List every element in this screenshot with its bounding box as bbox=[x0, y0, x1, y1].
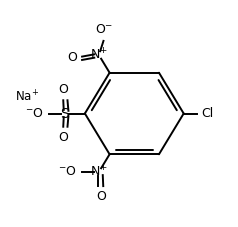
Text: N$^{+}$: N$^{+}$ bbox=[90, 164, 108, 179]
Text: O: O bbox=[58, 131, 68, 144]
Text: O: O bbox=[58, 83, 68, 96]
Text: Cl: Cl bbox=[201, 107, 213, 120]
Text: O$^{-}$: O$^{-}$ bbox=[95, 23, 113, 36]
Text: O: O bbox=[67, 51, 77, 64]
Text: $^{-}$O: $^{-}$O bbox=[25, 107, 44, 120]
Text: S: S bbox=[60, 106, 69, 121]
Text: O: O bbox=[96, 190, 106, 203]
Text: $^{-}$O: $^{-}$O bbox=[58, 165, 77, 178]
Text: N$^{+}$: N$^{+}$ bbox=[90, 48, 108, 63]
Text: Na$^{+}$: Na$^{+}$ bbox=[15, 89, 39, 104]
